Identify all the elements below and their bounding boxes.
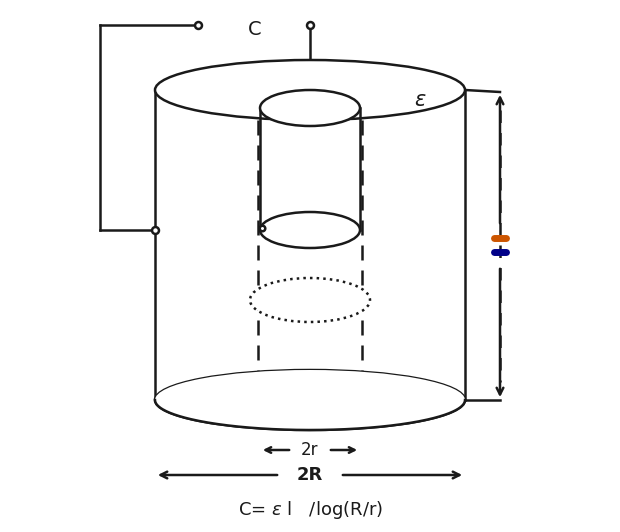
Ellipse shape bbox=[260, 212, 360, 248]
Text: C= $\varepsilon$ l   /log(R/r): C= $\varepsilon$ l /log(R/r) bbox=[237, 499, 383, 521]
Text: $\varepsilon$: $\varepsilon$ bbox=[414, 90, 427, 110]
Ellipse shape bbox=[260, 90, 360, 126]
Text: C: C bbox=[248, 20, 262, 39]
Text: 2R: 2R bbox=[297, 466, 323, 484]
Ellipse shape bbox=[155, 370, 465, 430]
Ellipse shape bbox=[250, 278, 370, 322]
Ellipse shape bbox=[155, 60, 465, 120]
Ellipse shape bbox=[155, 370, 465, 430]
Text: 2r: 2r bbox=[301, 441, 319, 459]
